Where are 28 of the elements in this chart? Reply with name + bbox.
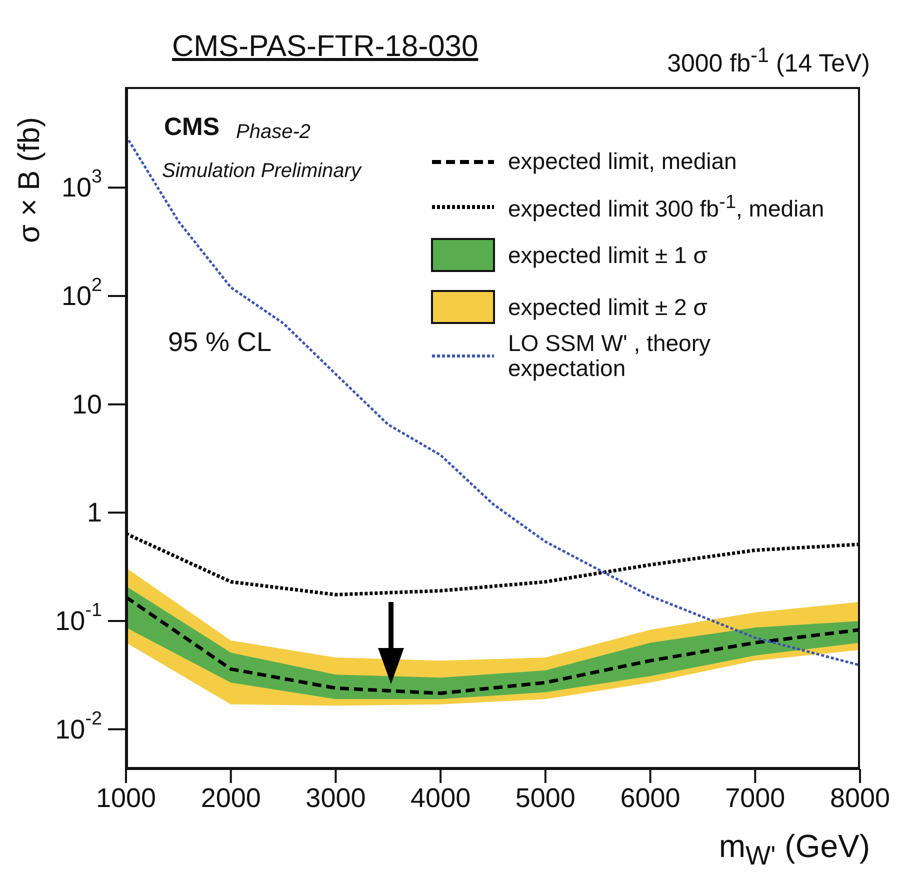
legend-label: expected limit ± 1 σ <box>508 242 708 268</box>
y-tick-label: 10$^{3}$ <box>61 166 102 203</box>
x-tick-label: 6000 <box>620 783 680 813</box>
annotation: Simulation Preliminary <box>162 160 361 183</box>
y-axis-title: σ × B (fb) <box>13 116 47 244</box>
x-tick-label: 2000 <box>200 783 261 813</box>
y-tick-label: 10 <box>72 389 102 420</box>
x-tick-label: 3000 <box>306 783 366 813</box>
x-tick-label: 1000 <box>96 783 156 813</box>
y-tick-label: 10$^{-2}$ <box>55 708 102 744</box>
chart-title: CMS-PAS-FTR-18-030 <box>172 30 478 64</box>
line-series <box>126 532 860 596</box>
annotation: Phase-2 <box>236 121 310 144</box>
x-tick-label: 5000 <box>515 783 576 813</box>
legend-label: expected limit ± 2 σ <box>508 294 708 320</box>
legend-label: expected limit, median <box>508 148 737 174</box>
y-tick-label: 10$^{-1}$ <box>55 600 102 636</box>
annotation: 95 % CL <box>168 327 272 358</box>
x-tick-label: 7000 <box>725 783 786 813</box>
legend-label: expected limit 300 fb$^{-1}$, median <box>508 192 824 222</box>
annotation: CMS <box>164 113 220 142</box>
x-tick-label: 8000 <box>830 783 890 813</box>
x-tick-label: 4000 <box>410 783 471 813</box>
legend-label: LO SSM W' , theory expectation <box>508 330 712 380</box>
y-tick-label: 1 <box>86 498 102 528</box>
x-axis-title: m$_{W'}$ (GeV) <box>718 828 870 872</box>
y-tick-label: 10$^{2}$ <box>61 275 102 311</box>
chart-subtitle: 3000 fb$^{-1}$ (14 TeV) <box>667 44 870 78</box>
